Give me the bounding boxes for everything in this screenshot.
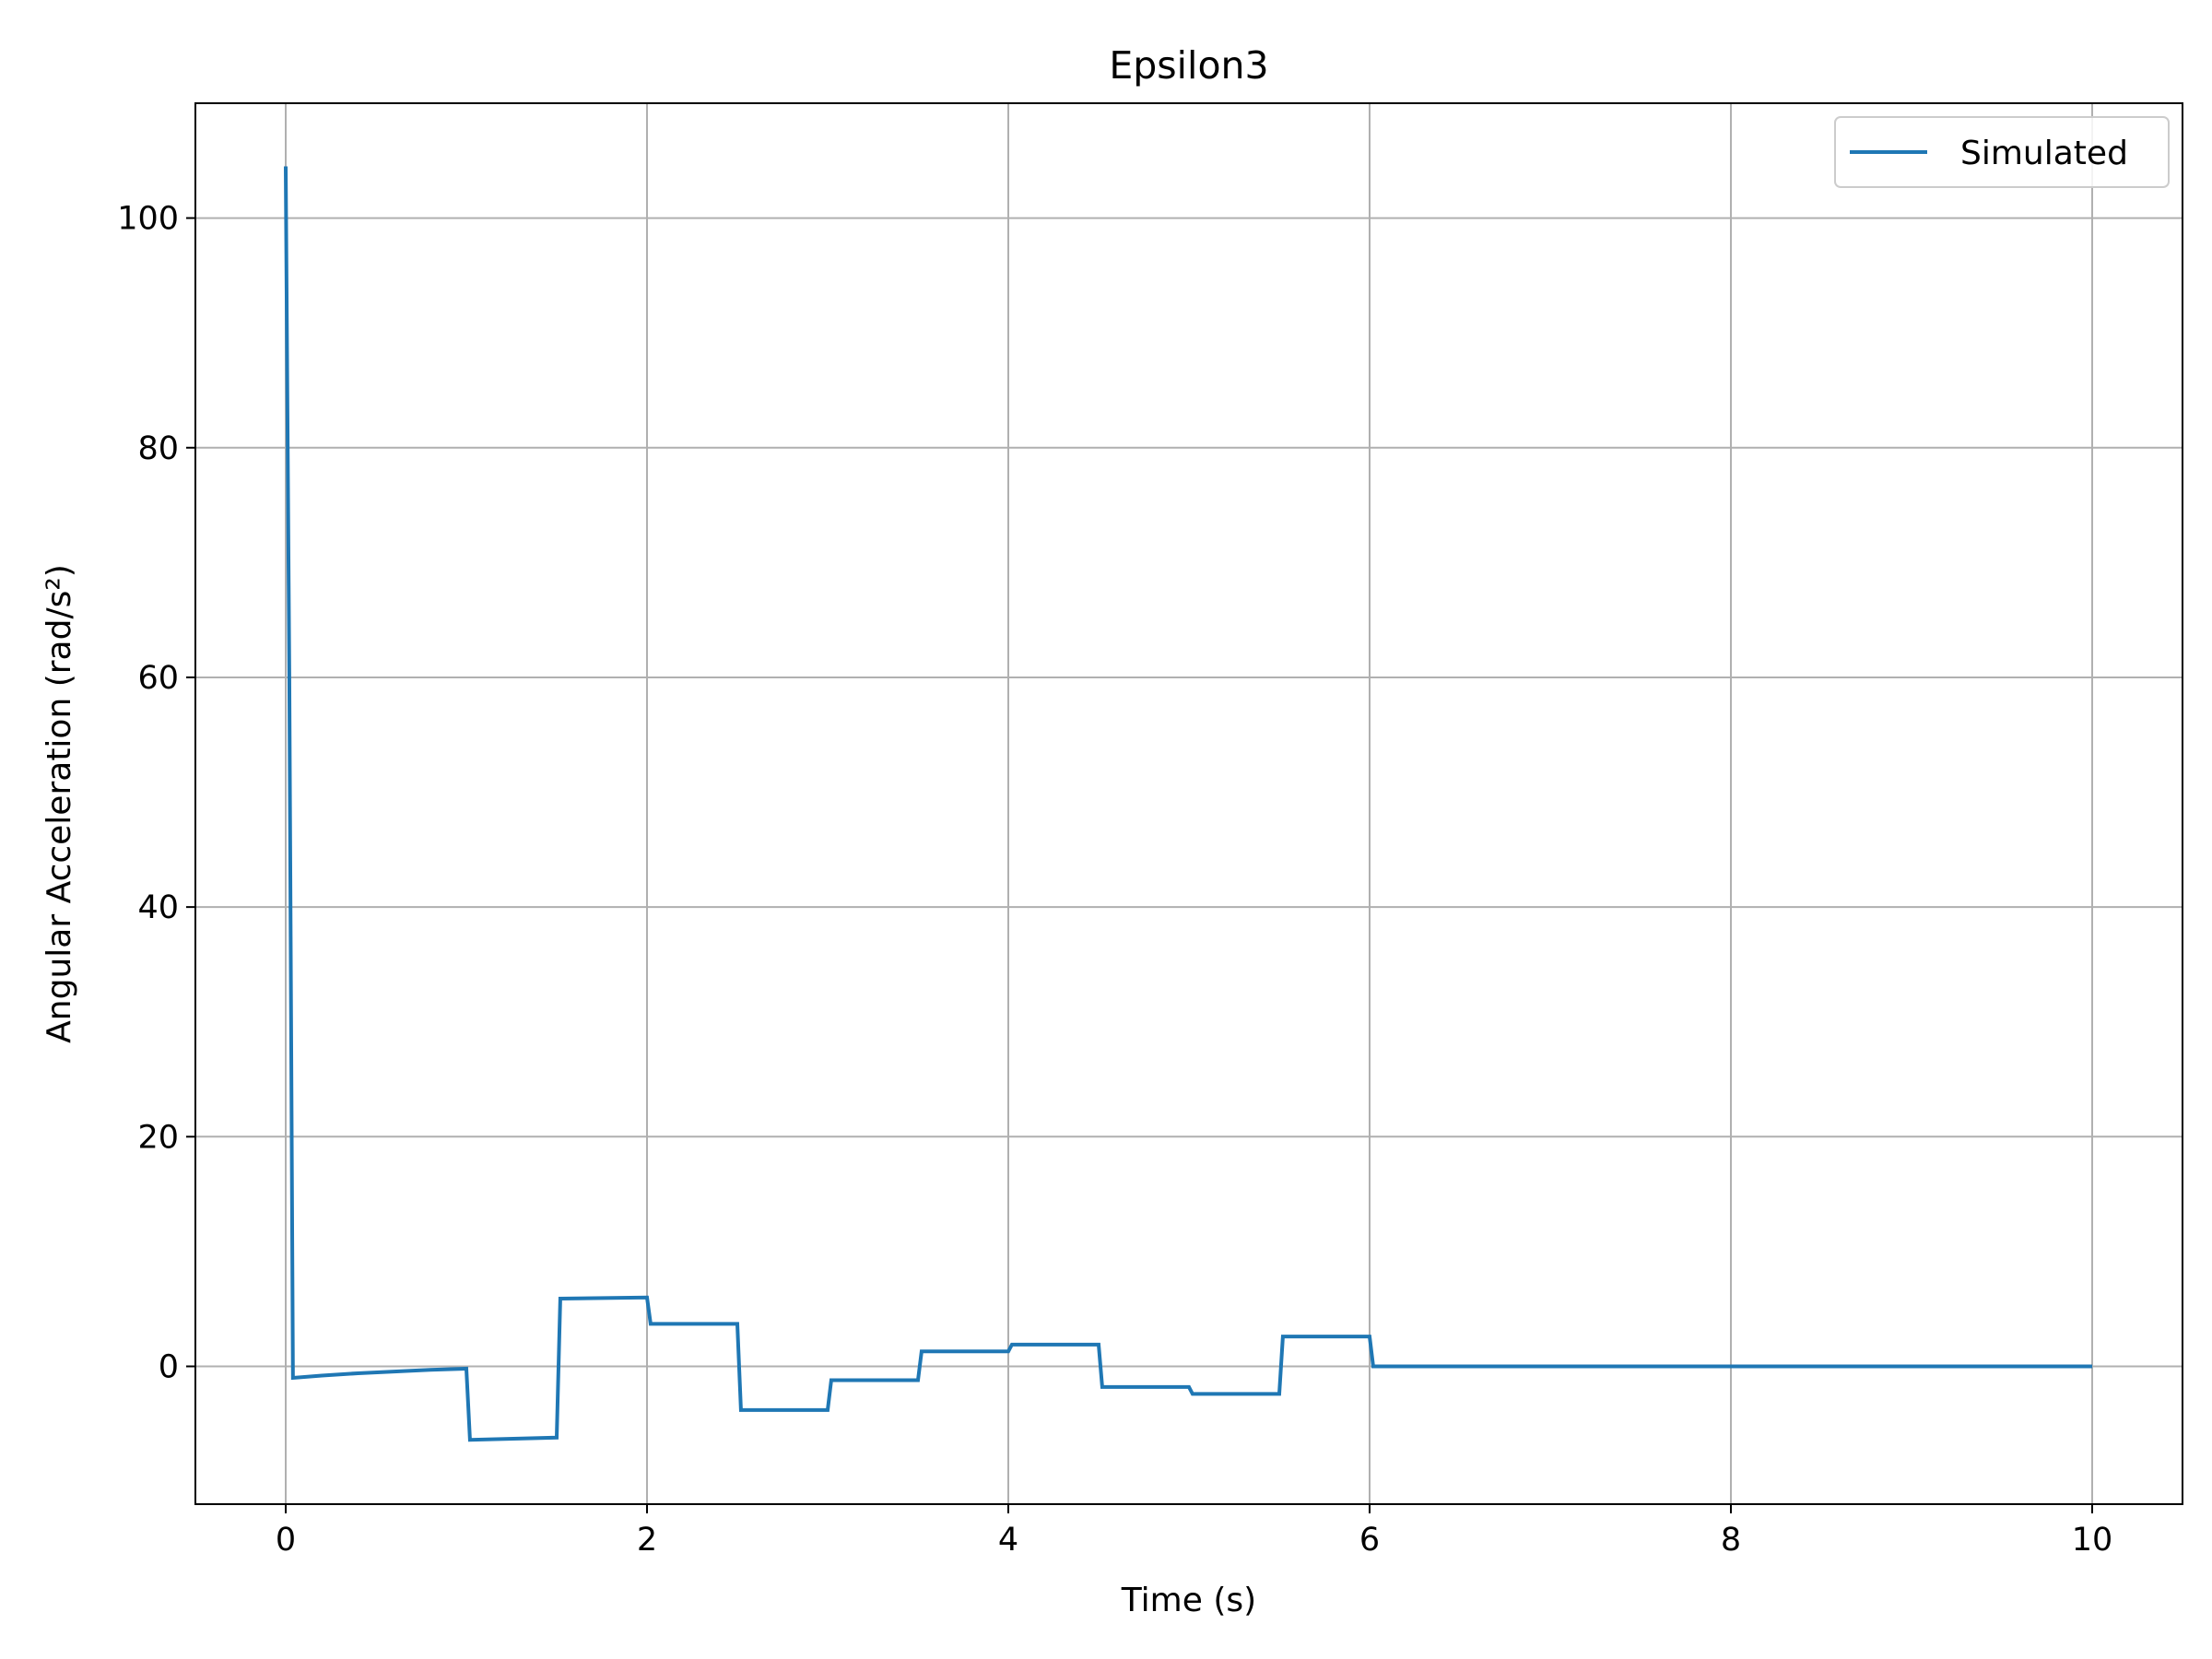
plot-frame — [194, 102, 2183, 1505]
legend-label-simulated: Simulated — [1960, 135, 2128, 172]
y-tick-label: 60 — [137, 660, 179, 697]
x-tick-label: 6 — [1359, 1522, 1380, 1559]
y-tick-label: 100 — [117, 201, 179, 238]
y-tick-label: 0 — [159, 1348, 179, 1385]
y-tick-label: 80 — [137, 430, 179, 467]
x-axis-label: Time (s) — [1121, 1582, 1256, 1619]
series-line-simulated — [284, 166, 2092, 1442]
chart-title: Epsilon3 — [1109, 43, 1268, 88]
y-tick-label: 40 — [137, 889, 179, 926]
series-lines — [284, 166, 2092, 1442]
x-tick-label: 10 — [2072, 1522, 2113, 1559]
x-tick-label: 8 — [1721, 1522, 1741, 1559]
x-tick-label: 4 — [998, 1522, 1018, 1559]
x-tick-label: 0 — [276, 1522, 296, 1559]
legend-box — [1834, 116, 2170, 188]
x-tick-label: 2 — [637, 1522, 657, 1559]
grid — [195, 103, 2183, 1504]
legend: Simulated — [1834, 116, 2170, 188]
y-tick-label: 20 — [137, 1119, 179, 1156]
y-axis-label: Angular Acceleration (rad/s²) — [41, 564, 78, 1043]
